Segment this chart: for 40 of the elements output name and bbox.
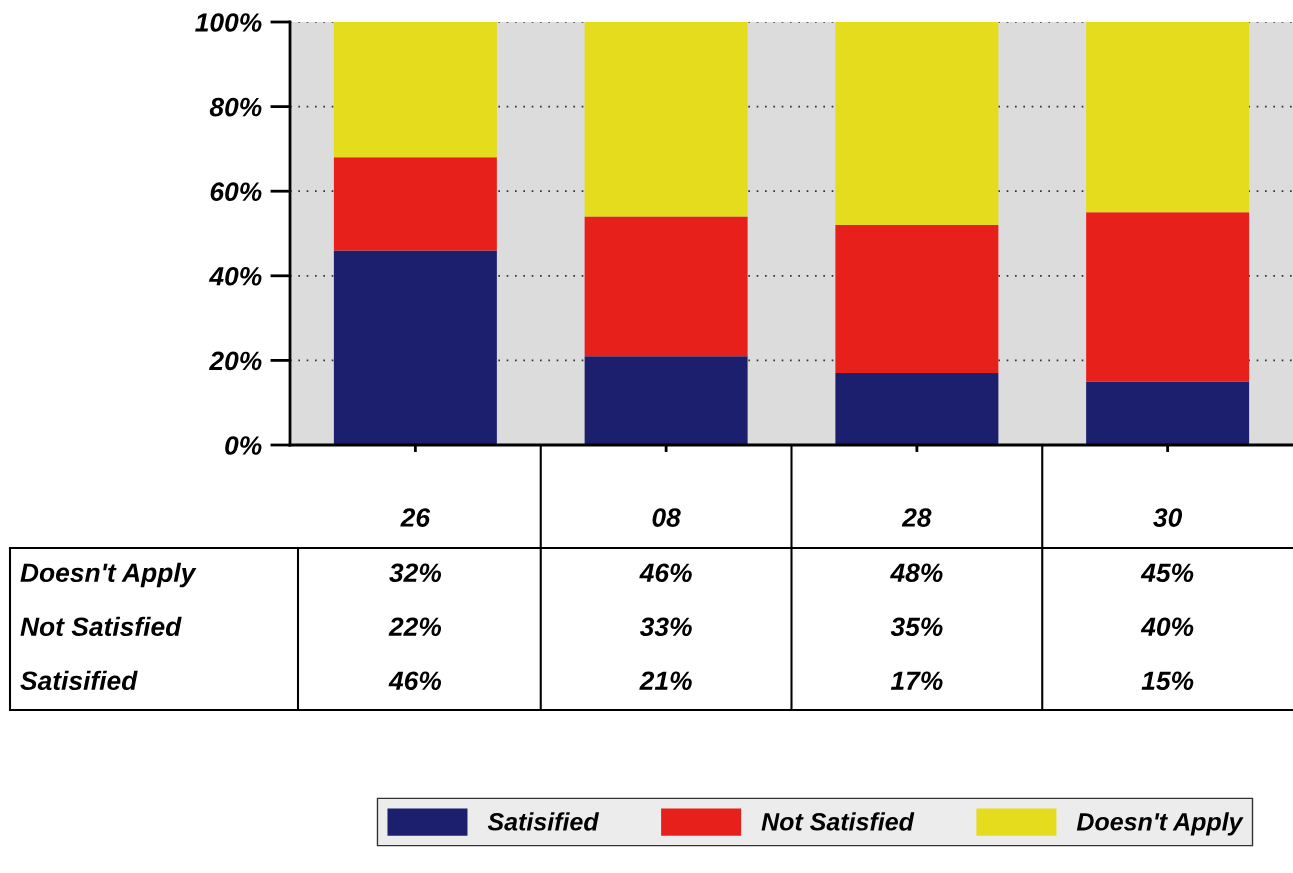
data-label: 40% — [1140, 617, 1194, 637]
legend-label: Satisified — [487, 812, 600, 831]
data-label: 32% — [389, 563, 442, 583]
bar — [1086, 22, 1250, 213]
text: Doesn't Apply — [20, 562, 197, 588]
y-tick-label: 40% — [208, 266, 262, 286]
legend-label: Doesn't Apply — [1076, 812, 1244, 836]
x-tick-label: 08 — [652, 508, 681, 527]
text: Satisified — [20, 670, 138, 691]
data-label: 17% — [890, 671, 943, 691]
bar — [584, 356, 748, 445]
bar — [333, 22, 497, 158]
legend-label: Not Satisfied — [761, 812, 915, 831]
bar — [1086, 212, 1250, 382]
bar — [333, 250, 497, 445]
x-tick-label: 26 — [400, 508, 431, 527]
data-label: 46% — [639, 563, 692, 583]
bar — [835, 22, 999, 226]
bar — [333, 157, 497, 251]
data-label: 22% — [388, 617, 442, 637]
bar — [584, 216, 748, 357]
bar — [835, 373, 999, 445]
bar — [835, 225, 999, 374]
x-tick-label: 28 — [901, 508, 932, 527]
y-tick-label: 60% — [210, 182, 262, 202]
y-tick-label: 80% — [209, 97, 262, 117]
data-label: 35% — [890, 617, 943, 637]
text: Not Satisfied — [20, 616, 182, 637]
data-label: 46% — [388, 671, 442, 691]
data-label: 15% — [1141, 671, 1194, 691]
y-tick-label: 100% — [195, 13, 262, 32]
data-label: 33% — [639, 617, 692, 637]
data-label: 21% — [639, 671, 692, 691]
bar — [584, 22, 748, 217]
data-label: 45% — [1140, 563, 1194, 583]
y-tick-label: 20% — [209, 351, 262, 371]
x-tick-label: 30 — [1153, 508, 1183, 527]
data-label: 48% — [890, 563, 943, 583]
y-tick-label: 0% — [225, 436, 262, 455]
bar — [1086, 381, 1250, 445]
